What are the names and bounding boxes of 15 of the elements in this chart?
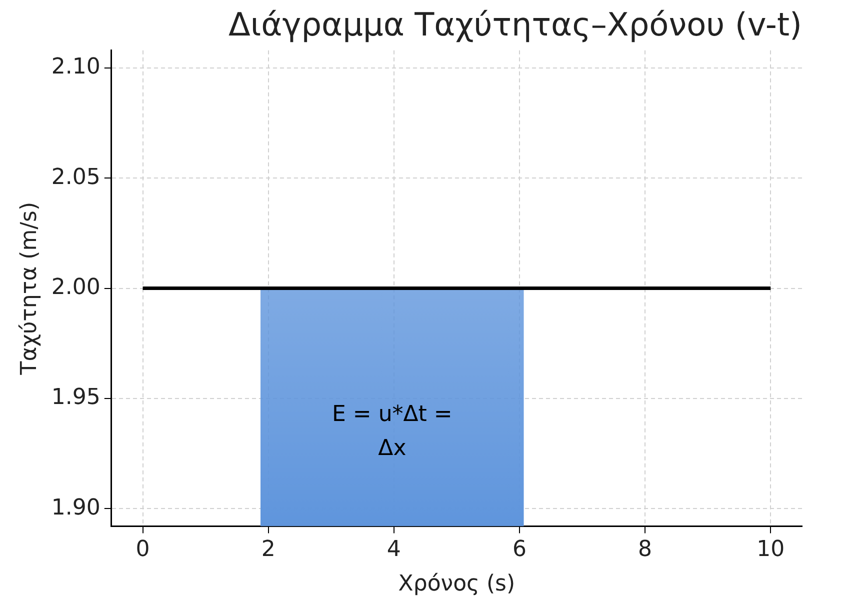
x-tick-label: 8 (638, 537, 652, 562)
y-axis-title: Ταχύτητα (m/s) (16, 202, 42, 376)
y-tick-label: 2.10 (51, 54, 100, 80)
annotation: E = u*Δt = Δx (332, 402, 452, 461)
y-tick-label: 2.00 (51, 275, 100, 300)
x-tick-label: 4 (386, 537, 401, 562)
x-axis-title: Χρόνος (s) (398, 572, 516, 597)
x-tick-label: 10 (756, 537, 785, 562)
y-tick-label: 1.90 (51, 495, 100, 520)
y-tick-label: 2.05 (51, 164, 100, 190)
x-tick-label: 6 (512, 537, 526, 562)
x-tick-label: 0 (136, 537, 150, 562)
x-tick-label: 2 (261, 537, 276, 562)
y-tick-label: 1.95 (51, 385, 100, 410)
chart-title: Διάγραμμα Ταχύτητας–Χρόνου (v-t) (228, 6, 802, 44)
